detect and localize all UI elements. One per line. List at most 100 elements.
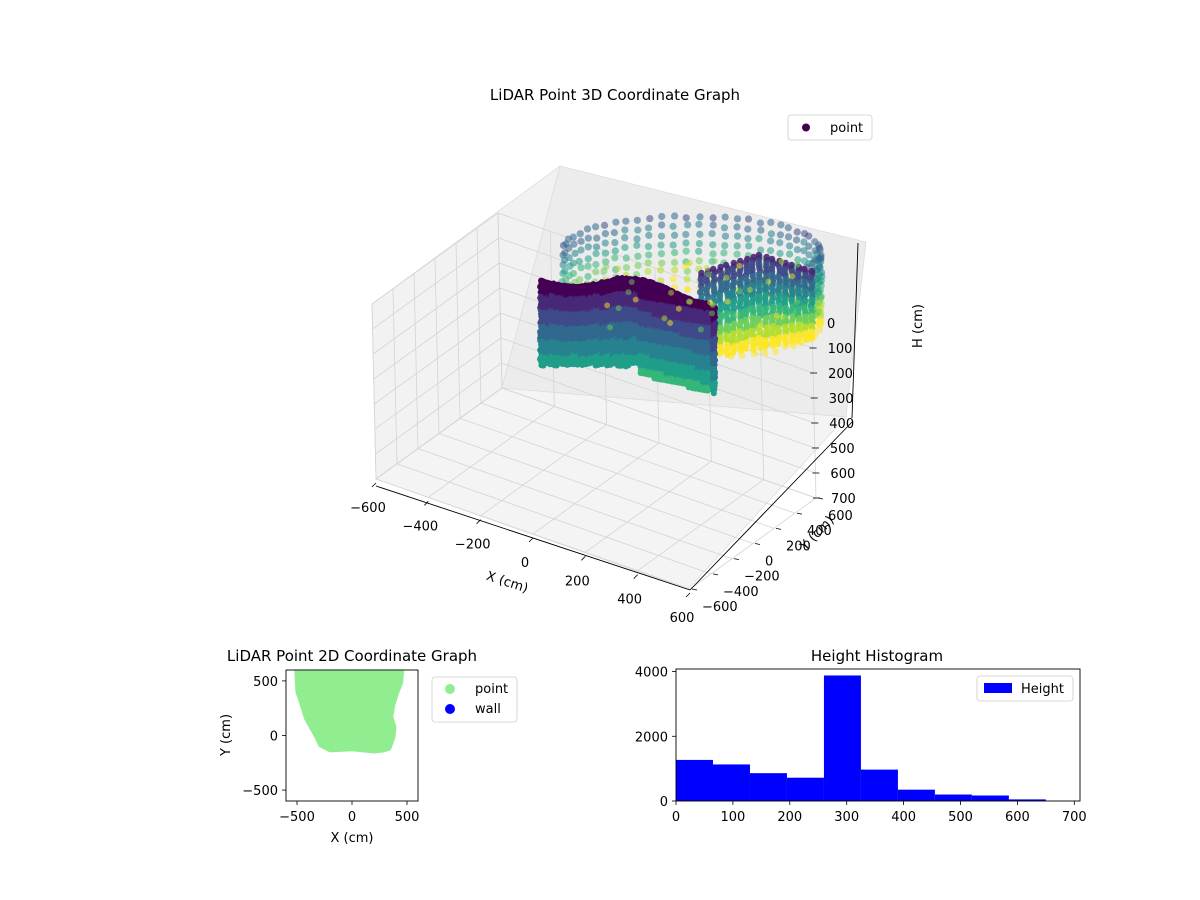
x-tick-label-hist-4: 400 <box>891 810 916 825</box>
x-tick-label-hist-7: 700 <box>1062 810 1087 825</box>
cloud-point <box>800 238 808 246</box>
cloud-point <box>784 233 793 241</box>
x-tick-label-3d-0: −600 <box>350 501 386 516</box>
cloud-point <box>761 349 769 357</box>
chart-histogram: Height Histogram 0 100 200 300 400 500 600 700 … <box>635 647 1087 825</box>
cloud-point <box>607 324 614 331</box>
cloud-point <box>657 241 665 249</box>
cloud-point <box>670 248 679 257</box>
cloud-point <box>593 234 601 242</box>
cloud-point <box>776 249 784 258</box>
chart-3d-legend: point <box>787 114 873 141</box>
cloud-point <box>750 346 757 353</box>
cloud-point <box>709 221 717 229</box>
z-tick-label-3d-0: 0 <box>827 317 835 332</box>
cloud-point <box>724 351 731 358</box>
cloud-point <box>671 266 679 274</box>
cloud-point <box>633 235 641 243</box>
cloud-point <box>584 243 592 251</box>
cloud-point <box>737 347 744 354</box>
cloud-point <box>757 322 764 329</box>
cloud-point <box>709 214 717 222</box>
legend-label-point-2d: point <box>475 682 508 697</box>
cloud-point <box>615 305 622 312</box>
cloud-point <box>709 250 717 258</box>
y-tick-mark-3d-2 <box>733 558 740 561</box>
y-axis-label-2d: Y (cm) <box>219 714 234 757</box>
cloud-point <box>695 239 703 248</box>
cloud-point <box>729 349 736 356</box>
legend-box <box>787 114 873 141</box>
cloud-point <box>668 289 675 296</box>
cloud-point <box>709 310 716 317</box>
cloud-point <box>704 387 711 394</box>
cloud-point <box>745 242 753 250</box>
x-tick-mark-3d-2 <box>476 519 481 524</box>
cloud-point <box>621 226 629 234</box>
cloud-point <box>657 250 666 258</box>
x-tick-mark-3d-4 <box>581 556 586 561</box>
cloud-point <box>800 247 808 255</box>
cloud-point <box>733 250 741 258</box>
chart-3d-title: LiDAR Point 3D Coordinate Graph <box>490 86 740 104</box>
cloud-point <box>577 264 585 272</box>
cloud-point <box>783 339 790 347</box>
cloud-point <box>757 344 764 351</box>
cloud-point <box>776 239 784 247</box>
cloud-point <box>747 286 754 293</box>
cloud-point <box>569 269 577 278</box>
cloud-point <box>583 225 592 233</box>
y-tick-label-3d-6: 600 <box>828 509 853 524</box>
cloud-point <box>778 258 785 265</box>
cloud-point <box>793 246 801 254</box>
cloud-point <box>669 222 677 230</box>
y-ticks-2d: −500 0 500 <box>242 675 286 799</box>
x-axis-label-3d: X (cm) <box>484 569 530 597</box>
x-tick-label-3d-2: −200 <box>455 538 491 553</box>
x-tick-mark-3d-0 <box>371 482 377 488</box>
z-tick-label-3d-2: 200 <box>828 367 853 382</box>
cloud-point <box>682 239 690 247</box>
cloud-point <box>766 237 775 245</box>
cloud-point <box>777 221 785 229</box>
cloud-point <box>576 275 584 284</box>
x-tick-label-hist-3: 300 <box>834 810 859 825</box>
cloud-point <box>622 264 631 272</box>
z-axis-line <box>851 242 859 419</box>
cloud-point <box>658 259 666 267</box>
cloud-point <box>695 220 703 228</box>
cloud-point <box>577 237 585 245</box>
cloud-point <box>644 242 653 251</box>
cloud-point <box>684 286 691 293</box>
cloud-point <box>769 342 777 349</box>
cloud-point <box>795 337 802 344</box>
cloud-point <box>721 232 730 240</box>
histogram-bar-5 <box>860 769 898 801</box>
x-tick-label-3d-1: −400 <box>402 519 438 534</box>
x-ticks-hist: 0 100 200 300 400 500 600 700 <box>672 801 1087 825</box>
grid-z-5 <box>374 337 815 449</box>
cloud-point <box>632 296 639 303</box>
cloud-point <box>569 259 577 267</box>
cloud-point <box>733 215 742 223</box>
z-ticks-3d: 0 100 200 300 400 500 600 700 <box>809 317 856 507</box>
y-tick-label-2d-1: 0 <box>270 730 278 745</box>
cloud-point <box>601 249 610 257</box>
cloud-point <box>645 251 653 259</box>
cloud-point <box>784 224 792 232</box>
cloud-point <box>645 231 653 240</box>
cloud-point <box>705 271 712 278</box>
cloud-point <box>756 219 765 227</box>
legend-marker-point <box>802 123 810 132</box>
cloud-point <box>720 249 728 257</box>
cloud-point <box>669 241 677 249</box>
cloud-point <box>776 231 785 239</box>
x-tick-label-3d-3: 0 <box>521 556 529 571</box>
cloud-point <box>757 226 765 234</box>
cloud-point <box>675 305 682 312</box>
legend-marker-point-2d <box>445 684 455 694</box>
cloud-point <box>711 258 718 265</box>
cloud-point <box>792 236 801 244</box>
cloud-point <box>646 214 654 223</box>
